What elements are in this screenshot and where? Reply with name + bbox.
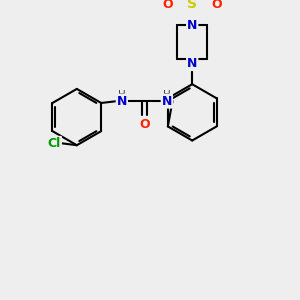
Text: Cl: Cl [48,137,61,150]
Text: N: N [187,57,197,70]
Text: N: N [117,94,127,108]
Text: O: O [139,118,150,131]
Text: N: N [187,19,197,32]
Text: S: S [187,0,197,11]
Text: H: H [118,89,126,100]
Text: O: O [211,0,222,11]
Text: H: H [163,89,171,100]
Text: N: N [162,94,172,108]
Text: O: O [163,0,173,11]
